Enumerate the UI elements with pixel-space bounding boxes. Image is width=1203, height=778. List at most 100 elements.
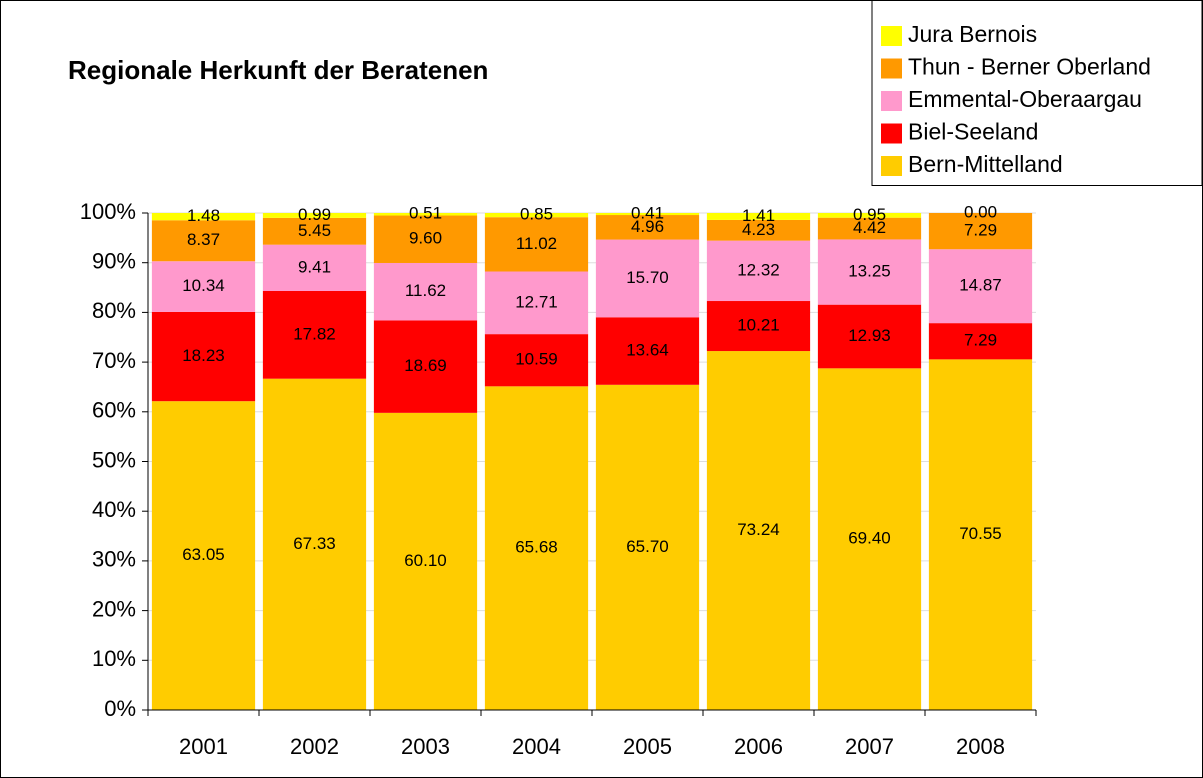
x-tick-label: 2003 <box>401 734 450 759</box>
data-label: 63.05 <box>182 545 225 564</box>
data-label: 0.41 <box>631 203 664 222</box>
data-label: 18.69 <box>404 356 447 375</box>
bar-segment <box>706 219 811 241</box>
data-label: 0.00 <box>964 202 997 221</box>
data-label: 10.21 <box>737 316 780 335</box>
data-label: 13.64 <box>626 341 669 360</box>
bar-segment <box>817 368 922 710</box>
data-label: 0.51 <box>409 204 442 223</box>
legend-swatch <box>881 58 902 79</box>
x-tick-label: 2002 <box>290 734 339 759</box>
legend-label: Bern-Mittelland <box>908 151 1063 177</box>
bar-segment <box>151 401 256 710</box>
bar-segment <box>928 249 1033 324</box>
y-tick-label: 60% <box>92 398 136 423</box>
data-label: 60.10 <box>404 551 447 570</box>
data-label: 1.48 <box>187 206 220 225</box>
data-label: 4.96 <box>631 217 664 236</box>
legend-swatch <box>881 26 902 46</box>
data-label: 9.60 <box>409 229 442 248</box>
data-label: 7.29 <box>964 331 997 350</box>
data-label: 10.34 <box>182 276 225 295</box>
data-label: 73.24 <box>737 520 780 539</box>
data-label: 1.41 <box>742 206 775 225</box>
data-label: 9.41 <box>298 257 331 276</box>
y-tick-label: 50% <box>92 447 136 472</box>
y-tick-label: 80% <box>92 298 136 323</box>
data-label: 8.37 <box>187 230 220 249</box>
bar-segment <box>706 213 811 220</box>
x-tick-label: 2007 <box>845 734 894 759</box>
bar-segment <box>595 384 700 710</box>
data-label: 17.82 <box>293 324 336 343</box>
data-label: 4.23 <box>742 220 775 239</box>
y-tick-label: 20% <box>92 596 136 621</box>
bar-segment <box>928 359 1033 710</box>
data-label: 0.99 <box>298 205 331 224</box>
data-label: 5.45 <box>298 221 331 240</box>
bar-segment <box>595 239 700 318</box>
y-tick-label: 90% <box>92 249 136 274</box>
bar-segment <box>373 213 478 216</box>
bar-segment <box>373 215 478 263</box>
data-label: 4.42 <box>853 218 886 237</box>
bar-segment <box>484 217 589 272</box>
data-label: 0.95 <box>853 205 886 224</box>
legend-label: Thun - Berner Oberland <box>908 54 1151 80</box>
bar-segment <box>928 213 1033 250</box>
bar-segment <box>817 217 922 240</box>
bar-segment <box>817 213 922 218</box>
data-label: 65.70 <box>626 537 669 556</box>
bar-segment <box>262 378 367 710</box>
y-tick-label: 10% <box>92 646 136 671</box>
data-label: 12.32 <box>737 260 780 279</box>
x-tick-label: 2001 <box>179 734 228 759</box>
x-tick-label: 2008 <box>956 734 1005 759</box>
bar-segment <box>484 386 589 710</box>
bar-segment <box>928 323 1033 360</box>
bar-segment <box>373 262 478 321</box>
bar-segment <box>484 213 589 218</box>
data-label: 12.71 <box>515 292 558 311</box>
legend-label: Emmental-Oberaargau <box>908 86 1142 112</box>
bar-segment <box>484 271 589 335</box>
data-label: 70.55 <box>959 524 1002 543</box>
data-label: 13.25 <box>848 262 891 281</box>
data-label: 11.62 <box>405 281 446 300</box>
x-tick-label: 2006 <box>734 734 783 759</box>
data-label: 0.85 <box>520 205 553 224</box>
bar-segment <box>706 240 811 302</box>
x-tick-label: 2005 <box>623 734 672 759</box>
data-label: 18.23 <box>182 346 225 365</box>
x-tick-label: 2004 <box>512 734 561 759</box>
y-tick-label: 0% <box>104 696 136 721</box>
data-label: 14.87 <box>959 276 1002 295</box>
bar-segment <box>595 215 700 240</box>
chart-title: Regionale Herkunft der Beratenen <box>68 55 488 85</box>
data-label: 15.70 <box>626 268 669 287</box>
bar-segment <box>595 317 700 385</box>
bar-segment <box>484 334 589 387</box>
legend-swatch <box>881 123 902 144</box>
bar-segment <box>706 351 811 710</box>
bar-segment <box>262 244 367 291</box>
y-tick-label: 100% <box>80 199 136 224</box>
y-tick-label: 40% <box>92 497 136 522</box>
data-label: 69.40 <box>848 529 891 548</box>
data-label: 12.93 <box>848 326 891 345</box>
bar-segment <box>262 290 367 379</box>
y-tick-label: 30% <box>92 547 136 572</box>
data-label: 10.59 <box>515 350 558 369</box>
bar-segment <box>262 217 367 245</box>
legend-label: Jura Bernois <box>908 21 1037 47</box>
bar-segment <box>151 213 256 221</box>
data-label: 11.02 <box>516 234 557 253</box>
bar-segment <box>151 311 256 402</box>
bar-segment <box>817 239 922 305</box>
bar-segment <box>373 320 478 413</box>
legend-label: Biel-Seeland <box>908 119 1038 145</box>
bar-segment <box>262 213 367 218</box>
legend-swatch <box>881 91 902 111</box>
